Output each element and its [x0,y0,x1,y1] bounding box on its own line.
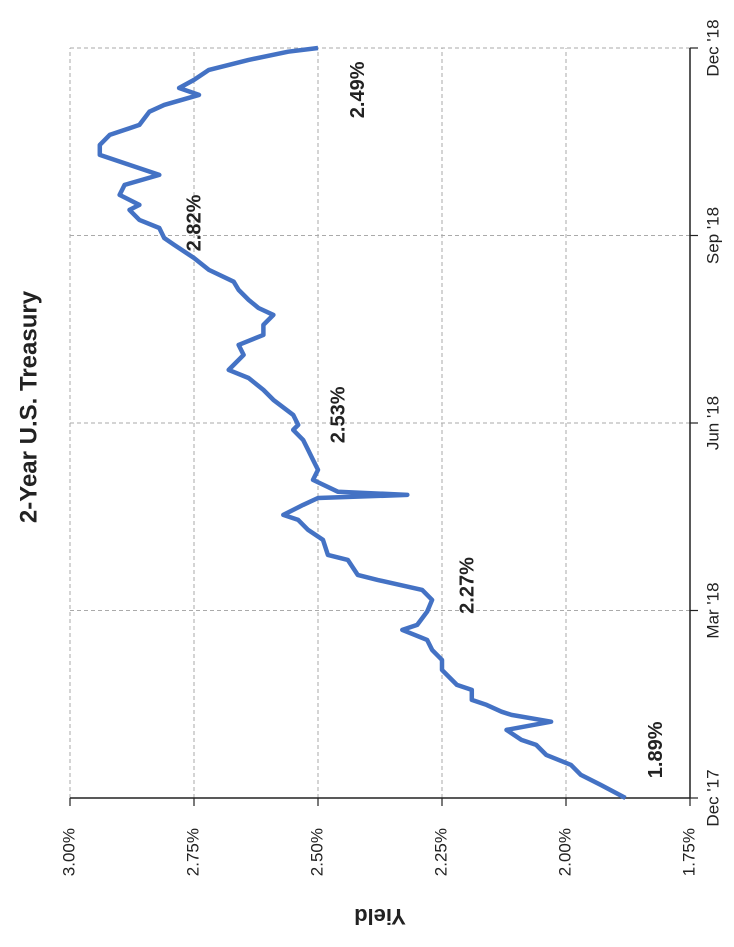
x-tick-label: Mar '18 [703,582,722,638]
y-tick-label: 1.75% [679,828,698,876]
x-tick-label: Dec '18 [703,19,722,76]
x-tick-label: Sep '18 [703,207,722,264]
y-tick-label: 2.25% [431,828,450,876]
y-tick-label: 3.00% [59,828,78,876]
y-axis-label: Yield [354,904,406,929]
x-tick-label: Jun '18 [703,396,722,450]
line-series [97,45,627,800]
y-tick-label: 2.00% [555,828,574,876]
y-tick-label: 2.75% [183,828,202,876]
data-label: 2.53% [327,386,349,443]
y-tick-label: 2.50% [307,828,326,876]
x-tick-label: Dec '17 [703,769,722,826]
chart-title: 2-Year U.S. Treasury [15,290,42,523]
data-label: 2.49% [347,61,369,118]
data-label: 1.89% [645,721,667,778]
data-label: 2.27% [456,557,478,614]
data-label: 2.82% [184,194,206,251]
